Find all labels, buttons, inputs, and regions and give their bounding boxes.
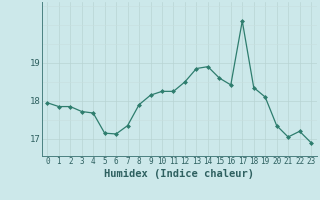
X-axis label: Humidex (Indice chaleur): Humidex (Indice chaleur) — [104, 169, 254, 179]
